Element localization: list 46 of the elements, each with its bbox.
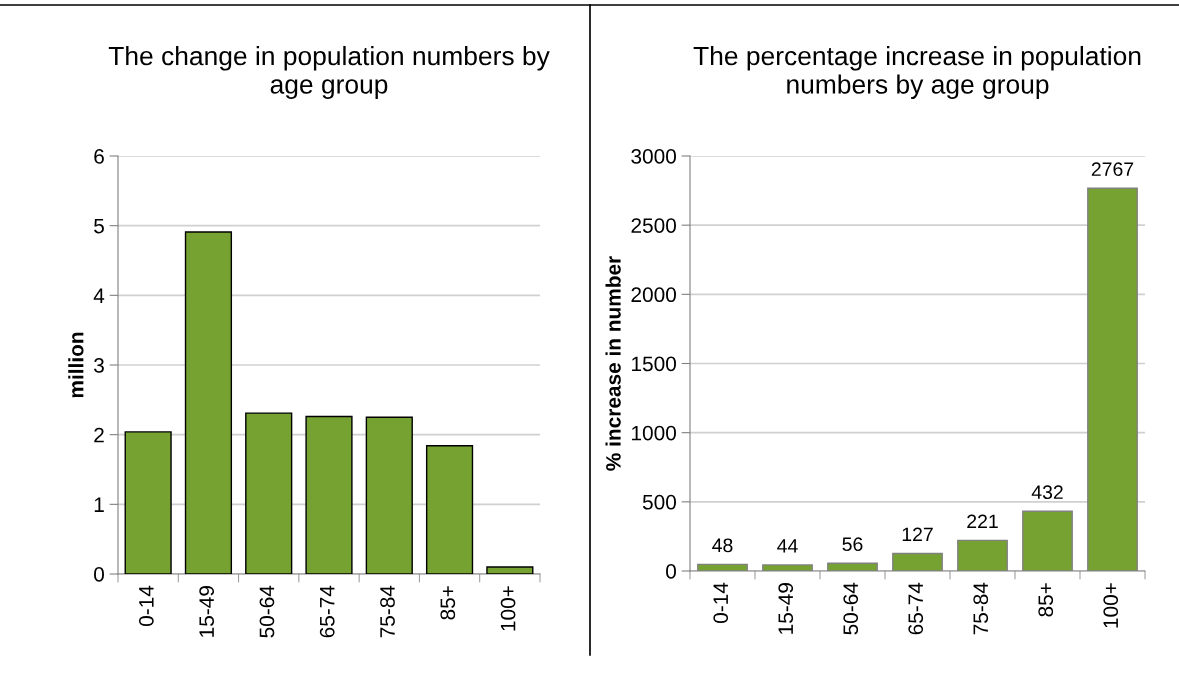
y-tick-label: 0 bbox=[94, 567, 104, 582]
bar bbox=[486, 566, 534, 574]
y-tick-label: 6 bbox=[94, 149, 104, 164]
y-tick-label: 5 bbox=[94, 218, 104, 234]
data-label: 48 bbox=[712, 538, 733, 553]
data-label: 56 bbox=[842, 537, 863, 552]
data-label: 127 bbox=[902, 527, 933, 542]
y-tick-label: 3 bbox=[94, 358, 104, 373]
data-label: 432 bbox=[1031, 485, 1063, 500]
chart-title: The percentage increase in population numbers by age group bbox=[693, 45, 1141, 99]
y-tick-label: 2 bbox=[94, 427, 104, 443]
data-label: 221 bbox=[967, 514, 998, 529]
y-axis-title: % increase in number bbox=[605, 256, 621, 471]
x-tick-label: 100+ bbox=[500, 586, 516, 631]
chart-title: The change in population numbers by age group bbox=[108, 45, 550, 99]
x-tick-label: 85+ bbox=[1038, 583, 1054, 617]
y-tick-label: 2500 bbox=[631, 218, 676, 233]
x-tick-label: 50-64 bbox=[259, 585, 275, 638]
x-tick-label: 50-64 bbox=[843, 582, 859, 635]
bar bbox=[425, 445, 474, 574]
x-tick-label: 75-84 bbox=[973, 582, 989, 635]
x-tick-label: 0-14 bbox=[138, 585, 154, 626]
x-tick-label: 0-14 bbox=[713, 582, 729, 623]
bar bbox=[365, 416, 413, 574]
bar bbox=[124, 431, 172, 574]
bar bbox=[184, 231, 233, 574]
bar bbox=[245, 412, 293, 574]
y-axis-title: million bbox=[68, 332, 84, 398]
y-tick-label: 500 bbox=[642, 494, 676, 510]
data-label: 44 bbox=[777, 539, 798, 553]
data-label: 2767 bbox=[1091, 162, 1134, 177]
y-tick-label: 0 bbox=[666, 564, 676, 579]
x-tick-label: 100+ bbox=[1103, 583, 1119, 628]
y-tick-label: 4 bbox=[93, 288, 105, 303]
y-tick-label: 3000 bbox=[631, 149, 676, 164]
y-tick-label: 1 bbox=[94, 497, 104, 512]
x-tick-label: 15-49 bbox=[778, 583, 794, 634]
x-tick-label: 15-49 bbox=[199, 586, 215, 637]
y-tick-label: 2000 bbox=[631, 287, 676, 303]
bar bbox=[305, 415, 353, 574]
y-tick-label: 1000 bbox=[632, 425, 676, 441]
x-tick-label: 85+ bbox=[440, 586, 456, 620]
x-tick-label: 75-84 bbox=[380, 585, 395, 638]
x-tick-label: 65-74 bbox=[319, 585, 335, 638]
y-tick-label: 1500 bbox=[632, 356, 676, 372]
x-tick-label: 65-74 bbox=[908, 582, 924, 635]
